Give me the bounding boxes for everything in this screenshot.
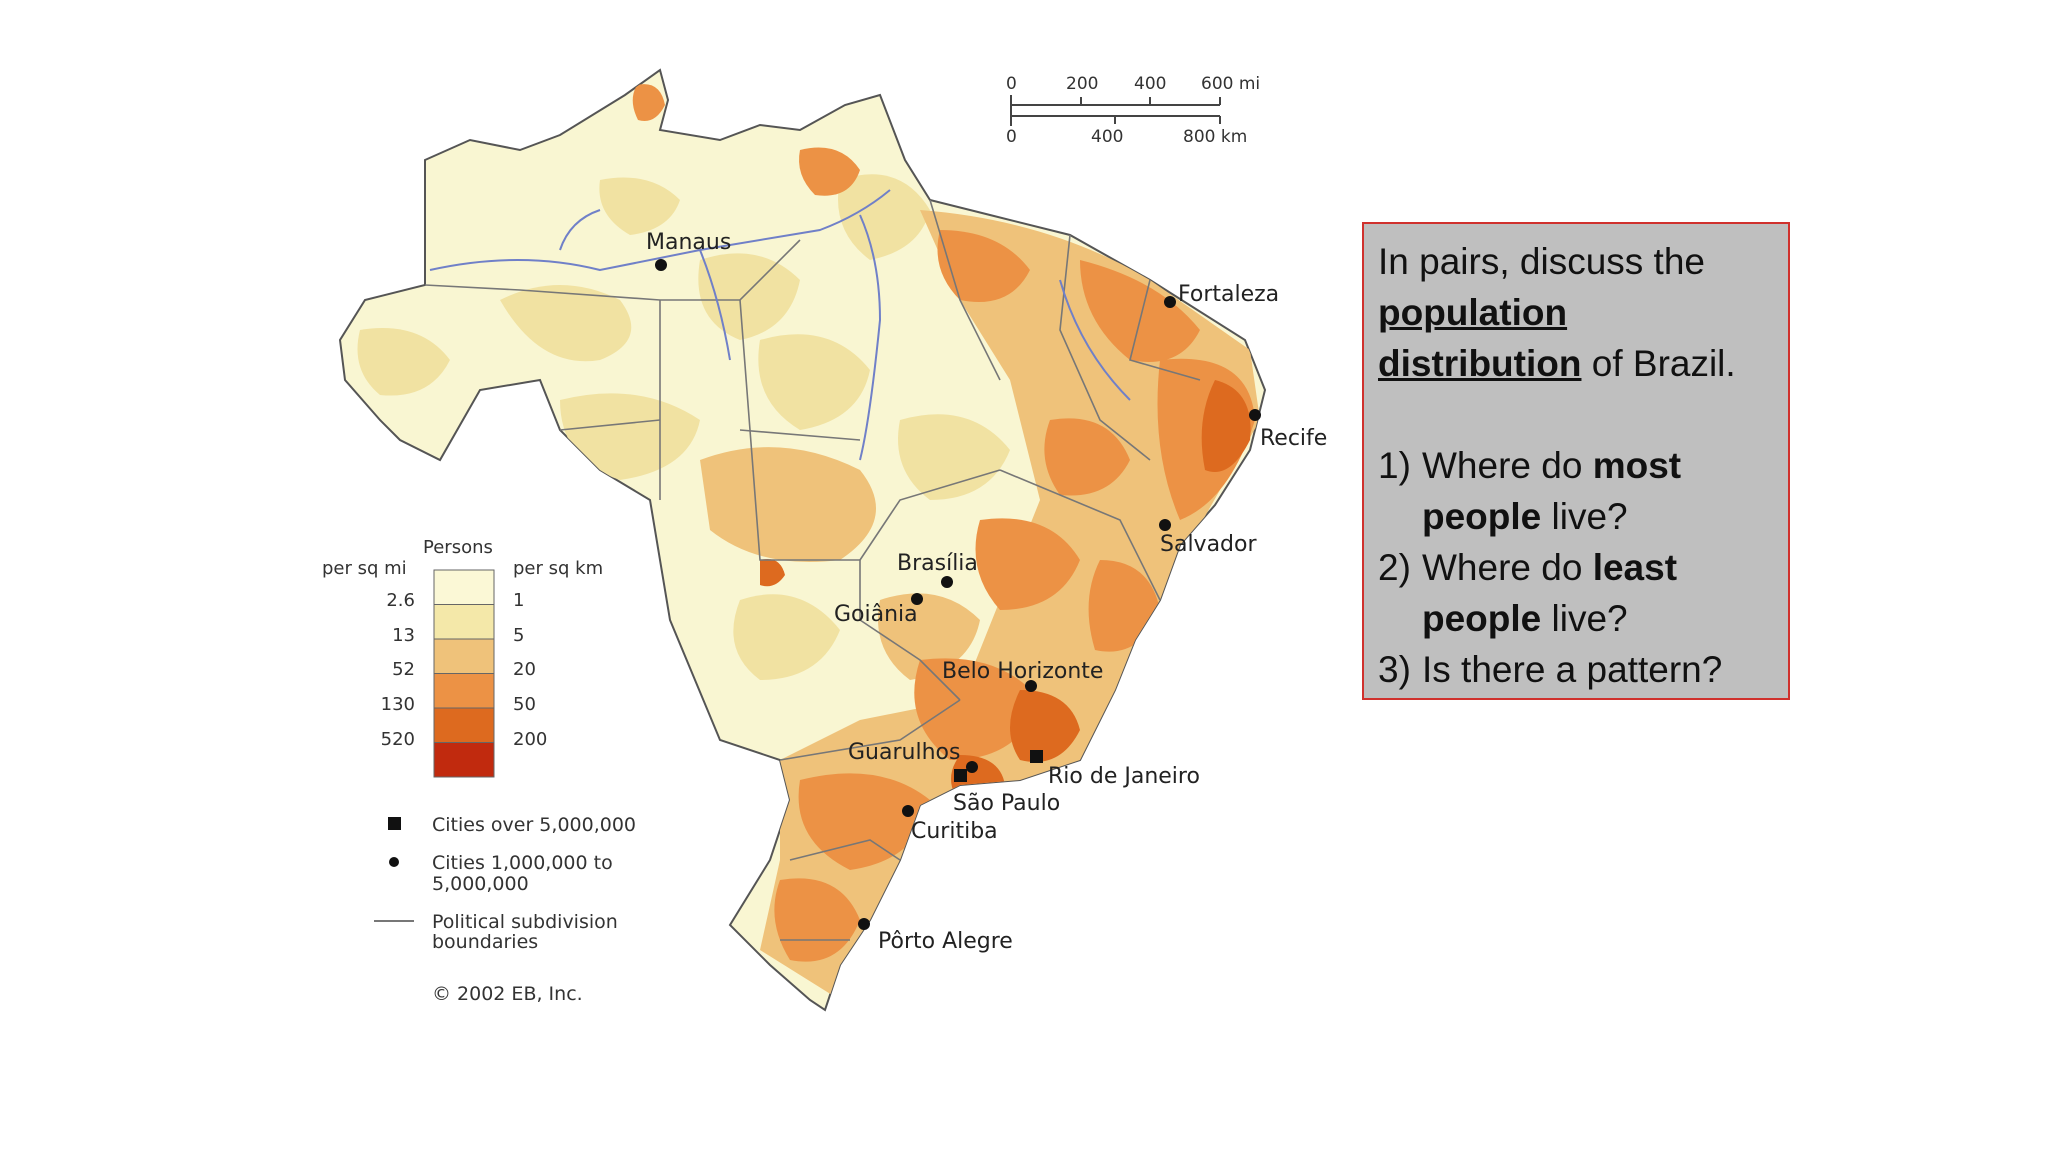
question-before: Is there a pattern?: [1422, 649, 1723, 690]
legend-swatch: [433, 638, 495, 674]
state-boundaries: [424, 199, 1201, 941]
density-legend: Persons per sq mi per sq km 2.6 13 52 13…: [322, 537, 636, 1005]
legend-mi-4: 130: [381, 694, 415, 715]
legend-swatch: [433, 569, 495, 605]
question-item: 1) Where do most people live?: [1378, 440, 1774, 542]
curitiba-dot: [902, 805, 914, 817]
porto-alegre-dot: [858, 918, 870, 930]
manaus-dot: [655, 259, 667, 271]
scale-km-400: 400: [1091, 127, 1123, 147]
brasilia-label: Brasília: [897, 551, 978, 576]
guarulhos-label: Guarulhos: [848, 740, 960, 765]
belo-horizonte-dot: [1025, 680, 1037, 692]
legend-km-1: 1: [513, 590, 524, 611]
fortaleza-dot: [1164, 296, 1176, 308]
scale-mi-0: 0: [1006, 74, 1017, 94]
discussion-intro: In pairs, discuss the population distrib…: [1378, 236, 1774, 389]
recife-label: Recife: [1260, 426, 1327, 451]
question-item: 2) Where do least people live?: [1378, 542, 1774, 644]
intro-bold: population distribution: [1378, 292, 1582, 384]
salvador-label: Salvador: [1160, 532, 1257, 557]
scale-mi-400: 400: [1134, 74, 1166, 94]
legend-km-4: 50: [513, 694, 536, 715]
city-labels: Manaus Fortaleza Recife Salvador Brasíli…: [646, 230, 1327, 954]
scale-mi-200: 200: [1066, 74, 1098, 94]
question-list: 1) Where do most people live? 2) Where d…: [1378, 440, 1774, 695]
legend-mi-1: 2.6: [386, 590, 415, 611]
curitiba-label: Curitiba: [911, 819, 998, 844]
legend-km-3: 20: [513, 659, 536, 680]
legend-km-5: 200: [513, 729, 547, 750]
intro-suffix: of Brazil.: [1591, 343, 1736, 384]
legend-swatch: [433, 707, 495, 743]
legend-mid-cities-1: Cities 1,000,000 to: [432, 852, 613, 874]
question-number: 3): [1378, 649, 1411, 690]
salvador-dot: [1159, 519, 1171, 531]
manaus-label: Manaus: [646, 230, 731, 255]
rivers: [429, 189, 1131, 461]
guarulhos-dot: [966, 761, 978, 773]
question-before: Where do: [1422, 547, 1583, 588]
intro-prefix: In pairs, discuss the: [1378, 241, 1705, 282]
copyright: © 2002 EB, Inc.: [432, 983, 583, 1005]
legend-header-km: per sq km: [513, 558, 603, 579]
legend-boundaries-2: boundaries: [432, 931, 538, 953]
goiania-dot: [911, 593, 923, 605]
legend-mi-3: 52: [392, 659, 415, 680]
density-regions: [357, 84, 1260, 1000]
belo-horizonte-label: Belo Horizonte: [942, 659, 1103, 684]
legend-km-2: 5: [513, 625, 524, 646]
scale-km-0: 0: [1006, 127, 1017, 147]
legend-title: Persons: [423, 537, 493, 558]
scale-mi-600: 600 mi: [1201, 74, 1260, 94]
question-bold: most people: [1422, 445, 1682, 537]
porto-alegre-label: Pôrto Alegre: [878, 929, 1013, 954]
question-after: live?: [1551, 496, 1628, 537]
legend-swatch: [433, 673, 495, 709]
scale-km-800: 800 km: [1183, 127, 1247, 147]
legend-swatches: [433, 569, 495, 778]
question-number: 1): [1378, 445, 1411, 486]
rio-label: Rio de Janeiro: [1048, 764, 1200, 789]
legend-square-symbol: [388, 817, 401, 830]
legend-mi-2: 13: [392, 625, 415, 646]
goiania-label: Goiânia: [834, 602, 918, 627]
legend-header-mi: per sq mi: [322, 558, 407, 579]
question-item: 3) Is there a pattern?: [1378, 644, 1774, 695]
legend-dot-symbol: [389, 857, 399, 867]
brasilia-dot: [941, 576, 953, 588]
legend-mi-5: 520: [381, 729, 415, 750]
city-markers: [655, 259, 1261, 930]
legend-swatch: [433, 604, 495, 640]
sao-paulo-square: [954, 769, 967, 782]
question-number: 2): [1378, 547, 1411, 588]
legend-big-cities: Cities over 5,000,000: [432, 814, 636, 836]
recife-dot: [1249, 409, 1261, 421]
legend-swatch: [433, 742, 495, 778]
legend-mid-cities-2: 5,000,000: [432, 873, 529, 895]
rio-square: [1030, 750, 1043, 763]
legend-boundaries-1: Political subdivision: [432, 911, 618, 933]
discussion-prompt-box: In pairs, discuss the population distrib…: [1362, 222, 1790, 700]
scale-bar: 0 200 400 600 mi 0 400 800 km: [1006, 74, 1260, 147]
question-bold: least people: [1422, 547, 1678, 639]
question-after: live?: [1551, 598, 1628, 639]
question-before: Where do: [1422, 445, 1583, 486]
sao-paulo-label: São Paulo: [953, 791, 1060, 816]
fortaleza-label: Fortaleza: [1178, 282, 1279, 307]
